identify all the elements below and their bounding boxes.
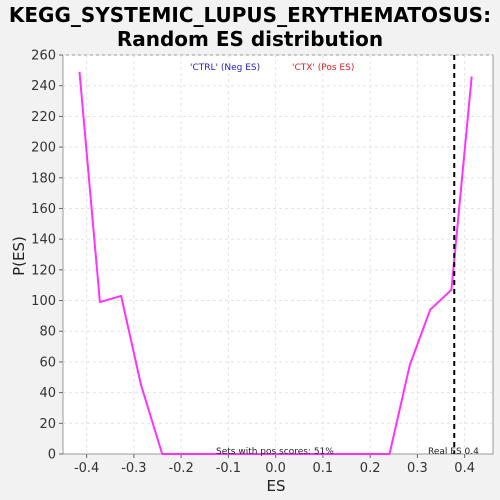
- y-tick-label: 0: [48, 448, 56, 463]
- y-tick-label: 60: [39, 355, 56, 370]
- x-tick-label: 0.2: [360, 461, 381, 476]
- chart-subtitle: Random ES distribution: [116, 27, 384, 51]
- y-tick-label: 120: [31, 263, 56, 278]
- x-tick-label: 0.1: [313, 461, 334, 476]
- y-tick-label: 160: [31, 202, 56, 217]
- series-layer: [78, 71, 473, 455]
- y-tick-label: 80: [39, 325, 56, 340]
- real-es-label: Real ES 0.4: [428, 447, 479, 457]
- x-tick-label: -0.2: [168, 461, 193, 476]
- y-axis-label: P(ES): [10, 236, 28, 276]
- plot-area: [62, 54, 494, 455]
- y-tick-label: 100: [31, 294, 56, 309]
- y-tick-label: 200: [31, 141, 56, 156]
- y-tick-label: 180: [31, 171, 56, 186]
- x-tick-label: 0.3: [407, 461, 428, 476]
- series-line: [78, 71, 473, 455]
- x-tick-label: -0.3: [121, 461, 146, 476]
- chart-title: KEGG_SYSTEMIC_LUPUS_ERYTHEMATOSUS:: [8, 3, 492, 27]
- legend-ctrl: 'CTRL' (Neg ES): [190, 63, 260, 73]
- y-tick-label: 20: [39, 417, 56, 432]
- x-tick-label: 0.0: [265, 461, 286, 476]
- y-tick-label: 220: [31, 110, 56, 125]
- grid-lines: [63, 54, 493, 454]
- legend-ctx: 'CTX' (Pos ES): [292, 63, 354, 73]
- y-tick-label: 240: [31, 79, 56, 94]
- axes: 0 20 40 60 80 100 120 140 160 180 200 220 240 260 -0.4…: [31, 49, 475, 477]
- pos-scores-note: Sets with pos scores: 51%: [216, 447, 334, 457]
- y-tick-label: 260: [31, 49, 56, 64]
- y-tick-label: 140: [31, 233, 56, 248]
- x-tick-label: -0.4: [74, 461, 99, 476]
- x-axis-label: ES: [267, 477, 286, 495]
- x-tick-label: -0.1: [216, 461, 241, 476]
- y-tick-label: 40: [39, 386, 56, 401]
- x-tick-label: 0.4: [454, 461, 475, 476]
